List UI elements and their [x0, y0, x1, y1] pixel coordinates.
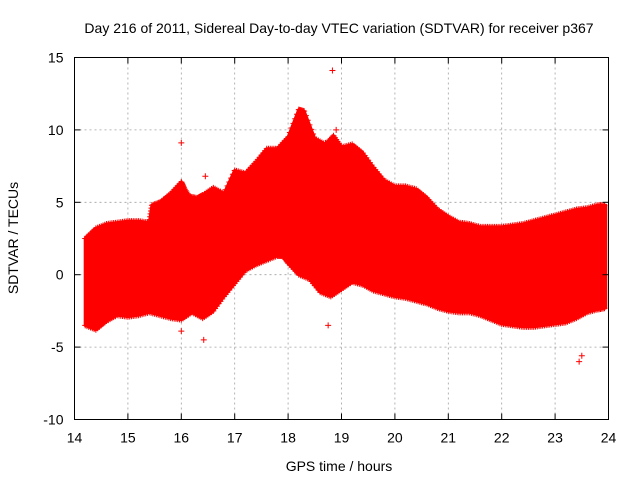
y-tick-label: 5 — [56, 194, 64, 210]
x-tick-label: 22 — [494, 430, 510, 446]
outlier-point — [178, 328, 185, 335]
x-tick-label: 20 — [387, 430, 403, 446]
x-tick-label: 17 — [227, 430, 243, 446]
outlier-point — [325, 322, 332, 329]
upper-point — [327, 135, 334, 142]
x-tick-label: 18 — [280, 430, 296, 446]
upper-point — [302, 112, 309, 119]
outlier-point — [178, 139, 185, 146]
x-tick-label: 19 — [334, 430, 350, 446]
x-tick-label: 21 — [441, 430, 457, 446]
outlier-point — [202, 173, 209, 180]
outlier-point — [323, 145, 330, 152]
upper-point — [601, 202, 608, 209]
upper-point — [226, 179, 233, 186]
x-tick-label: 15 — [120, 430, 136, 446]
lower-point — [601, 305, 608, 312]
y-tick-label: 15 — [48, 50, 64, 66]
y-tick-label: -5 — [51, 339, 64, 355]
upper-point — [290, 120, 297, 127]
upper-point — [229, 171, 236, 178]
upper-point — [221, 190, 228, 197]
lower-point — [284, 258, 291, 265]
data-points — [82, 67, 608, 365]
outlier-point — [329, 67, 336, 74]
upper-point — [228, 175, 235, 182]
sdtvar-band — [83, 108, 608, 332]
upper-point — [286, 129, 293, 136]
upper-point — [301, 108, 308, 115]
y-tick-label: 10 — [48, 122, 64, 138]
outlier-point — [200, 336, 207, 343]
axis-ticks: 14 15 16 17 18 19 20 21 22 23 24 -10 -5 0 5 10 15 — [43, 50, 616, 446]
x-tick-label: 24 — [601, 430, 617, 446]
upper-point — [294, 111, 300, 118]
x-axis-label: GPS time / hours — [286, 458, 393, 474]
upper-point — [224, 182, 231, 189]
upper-point — [288, 124, 295, 131]
outlier-point — [333, 126, 340, 133]
x-tick-label: 14 — [67, 430, 83, 446]
y-tick-label: 0 — [56, 267, 64, 283]
outlier-point — [576, 358, 583, 365]
upper-point — [285, 134, 292, 141]
upper-point — [292, 115, 299, 122]
upper-point — [326, 137, 333, 144]
upper-point — [325, 138, 332, 145]
outlier-point — [322, 139, 329, 146]
chart-title: Day 216 of 2011, Sidereal Day-to-day VTE… — [84, 20, 593, 36]
outlier-point — [578, 352, 585, 359]
upper-point — [304, 117, 311, 124]
y-axis-label: SDTVAR / TECUs — [5, 182, 21, 294]
x-tick-label: 16 — [174, 430, 190, 446]
upper-point — [308, 126, 315, 133]
upper-point — [306, 121, 313, 128]
upper-point — [222, 186, 229, 193]
y-tick-label: -10 — [43, 412, 63, 428]
upper-point — [310, 131, 317, 138]
x-tick-label: 23 — [547, 430, 563, 446]
